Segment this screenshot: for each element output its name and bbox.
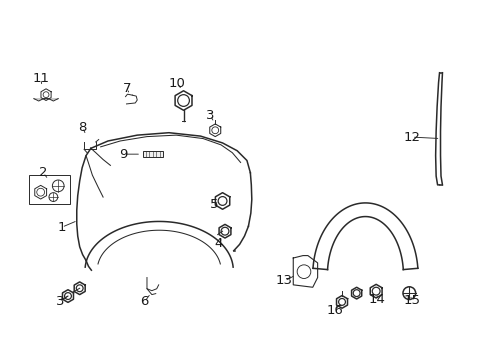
Text: 10: 10: [168, 77, 185, 90]
Text: 16: 16: [326, 304, 343, 317]
Text: 13: 13: [275, 274, 292, 287]
Text: 6: 6: [140, 296, 148, 309]
Text: 9: 9: [119, 148, 127, 161]
Bar: [143, 152, 162, 157]
Text: 12: 12: [403, 131, 419, 144]
Text: 14: 14: [368, 293, 385, 306]
Text: 4: 4: [214, 237, 223, 250]
Text: 11: 11: [32, 72, 49, 85]
Text: 3: 3: [56, 296, 64, 309]
Text: 8: 8: [78, 121, 87, 134]
Text: 7: 7: [123, 82, 131, 95]
Text: 15: 15: [403, 294, 419, 307]
Text: 1: 1: [57, 221, 66, 234]
Text: 5: 5: [209, 198, 218, 211]
Bar: [29, 175, 70, 204]
Text: 3: 3: [206, 109, 214, 122]
Text: 2: 2: [39, 166, 47, 179]
